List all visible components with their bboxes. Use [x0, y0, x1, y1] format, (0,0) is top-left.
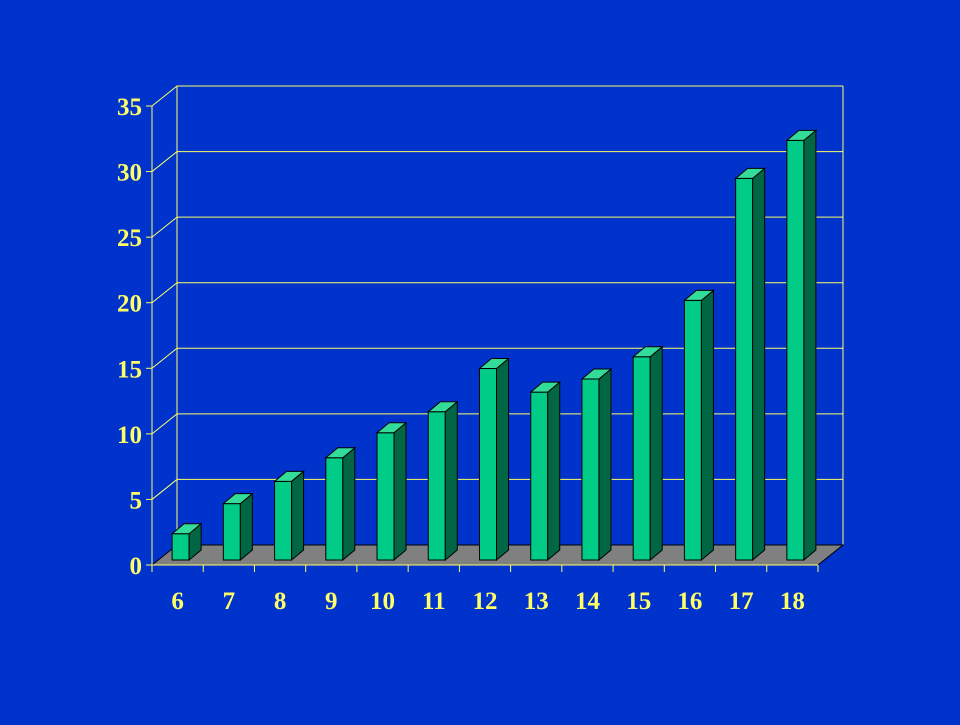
bar-front [427, 411, 446, 561]
x-tick-label: 10 [370, 588, 395, 615]
bar-top [221, 493, 254, 505]
y-tick-label: 5 [130, 487, 143, 514]
bar-front [632, 356, 651, 561]
gridline [151, 347, 843, 369]
y-tick-label: 15 [117, 356, 142, 383]
x-tick-label: 9 [325, 588, 338, 615]
bar [580, 367, 613, 562]
bar-front [171, 533, 190, 561]
x-tick-label: 16 [677, 588, 702, 615]
y-tick-label: 0 [130, 553, 143, 580]
bar-side [598, 367, 612, 562]
bar [170, 522, 203, 562]
bar-top [683, 289, 715, 301]
bar-front [786, 139, 805, 561]
bar-top [273, 470, 305, 482]
bar-side [444, 400, 458, 562]
y-tick-label: 10 [117, 422, 142, 449]
bar [785, 129, 818, 562]
bar-side [547, 381, 561, 562]
gridline [151, 282, 843, 304]
bar-top [478, 358, 510, 370]
bar-front [479, 368, 497, 561]
x-tick-label: 13 [524, 588, 549, 615]
x-tick-label: 18 [780, 588, 805, 615]
bar-top [580, 368, 613, 380]
bar-side [752, 167, 766, 562]
bar-front [735, 177, 754, 561]
bar-top [170, 523, 203, 535]
bar-front [376, 432, 395, 561]
bar-side [239, 492, 253, 562]
y-tick-label: 30 [117, 160, 142, 187]
bar-front [530, 391, 549, 561]
bar-top [529, 381, 562, 393]
bar-side [496, 357, 509, 562]
bar-side [700, 289, 714, 562]
bar [324, 446, 357, 562]
bar-side [291, 470, 305, 562]
bar [631, 345, 664, 562]
gridline [151, 413, 843, 435]
bar-top [631, 346, 664, 358]
bar-front [222, 503, 241, 561]
bar-front [581, 378, 600, 561]
x-tick-label: 11 [422, 588, 446, 615]
y-tick-label: 25 [117, 225, 142, 252]
bar-side [649, 345, 663, 562]
bar-front [683, 299, 702, 561]
gridline [151, 151, 843, 172]
x-tick-label: 6 [171, 588, 184, 615]
bar [221, 492, 254, 562]
bar-side [393, 421, 407, 562]
y-axis-tick-labels: 0 5 10 15 20 25 30 35 [117, 94, 142, 580]
bar [426, 400, 459, 562]
x-tick-label: 12 [473, 588, 498, 615]
bar-side [803, 129, 817, 562]
bar [273, 470, 305, 562]
chart-walls [176, 86, 844, 545]
y-tick-label: 20 [117, 291, 142, 318]
y-tick-label: 35 [117, 94, 142, 121]
x-tick-label: 7 [223, 588, 236, 615]
bar-top [375, 422, 408, 434]
bar-top [426, 401, 459, 413]
bar [734, 167, 767, 562]
gridline [151, 478, 843, 500]
bar [375, 421, 408, 562]
x-axis-tick-labels: 6 7 8 9 10 11 12 13 14 15 16 17 18 [171, 588, 805, 615]
gridline [151, 216, 843, 238]
bar-top [785, 129, 818, 141]
bar-front [325, 457, 344, 561]
bar-series [170, 129, 818, 562]
bar-front [274, 480, 293, 561]
gridline [151, 85, 843, 107]
bar-side [342, 446, 356, 562]
x-tick-label: 15 [626, 588, 651, 615]
gridlines [151, 85, 843, 500]
x-tick-label: 14 [575, 588, 601, 615]
bar-top [734, 167, 767, 179]
axes [146, 105, 819, 572]
bar [529, 381, 562, 562]
bar [478, 357, 510, 562]
x-tick-label: 17 [729, 588, 754, 615]
bar-top [324, 447, 357, 459]
bar [683, 289, 715, 562]
x-tick-label: 8 [274, 588, 287, 615]
